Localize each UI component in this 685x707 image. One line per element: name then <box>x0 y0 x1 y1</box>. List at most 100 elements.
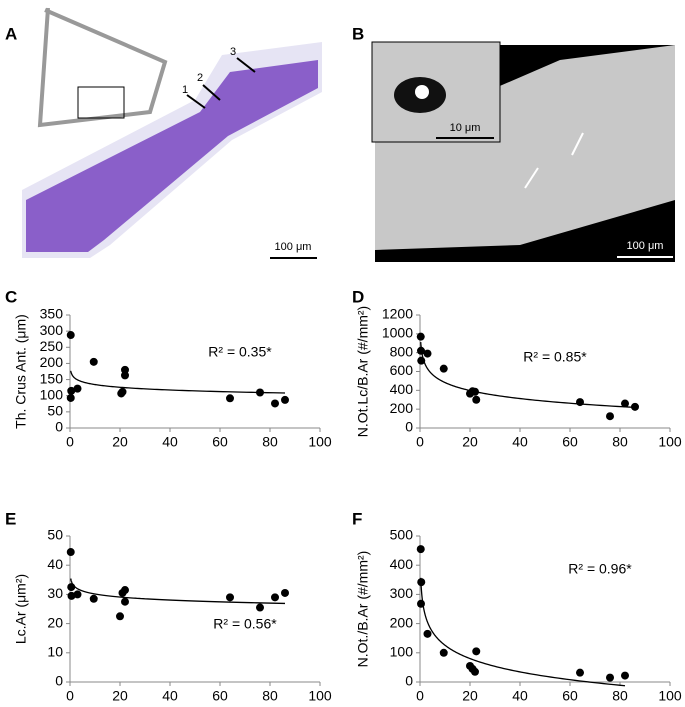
data-point <box>73 590 82 599</box>
y-axis-label: N.Ot./B.Ar (#/mm²) <box>355 551 371 668</box>
y-tick-label: 0 <box>55 419 63 435</box>
data-point <box>417 346 425 355</box>
data-point <box>281 588 289 597</box>
data-point <box>471 387 479 396</box>
arrow <box>202 84 221 101</box>
arrow <box>524 167 539 189</box>
trendline <box>70 578 286 605</box>
data-point <box>118 387 127 396</box>
arrow <box>236 57 256 73</box>
x-tick-label: 80 <box>612 434 628 450</box>
data-point <box>621 671 629 680</box>
data-point <box>576 668 584 677</box>
panel-label: C <box>5 287 17 306</box>
y-tick-label: 1000 <box>382 325 413 341</box>
x-tick-label: 80 <box>612 688 628 704</box>
x-tick-label: 60 <box>212 434 228 450</box>
data-point <box>631 402 639 411</box>
panel-label: B <box>352 24 364 43</box>
data-point <box>89 594 98 603</box>
data-point <box>226 394 234 403</box>
panel-label: A <box>5 24 17 43</box>
data-point <box>271 593 279 602</box>
y-tick-label: 300 <box>40 322 64 338</box>
y-tick-label: 300 <box>390 585 414 601</box>
y-tick-label: 200 <box>40 354 64 370</box>
scale-bar-label: 100 μm <box>627 240 664 252</box>
data-point <box>423 629 432 638</box>
x-tick-label: 60 <box>212 688 228 704</box>
osteocyte <box>415 85 429 99</box>
y-tick-label: 200 <box>390 400 414 416</box>
y-tick-label: 1200 <box>382 306 413 322</box>
y-tick-label: 100 <box>390 644 414 660</box>
x-tick-label: 100 <box>308 688 332 704</box>
scale-bar-label: 10 μm <box>450 122 481 134</box>
data-point <box>73 384 82 393</box>
data-point <box>281 395 289 404</box>
data-point <box>121 597 129 606</box>
data-point <box>66 331 75 340</box>
x-tick-label: 100 <box>658 434 682 450</box>
y-tick-label: 250 <box>40 338 64 354</box>
annotation: R² = 0.85* <box>523 349 587 365</box>
x-tick-label: 40 <box>162 434 178 450</box>
inset-box <box>77 86 125 119</box>
y-tick-label: 10 <box>47 644 63 660</box>
data-point <box>66 548 75 557</box>
data-point <box>67 386 76 395</box>
data-point <box>417 356 426 365</box>
y-tick-label: 500 <box>390 527 414 543</box>
data-point <box>606 673 614 682</box>
data-point <box>472 647 481 656</box>
panel-a-image: 1 2 3 100 μm <box>22 7 322 259</box>
y-axis-label: Lc.Ar (μm²) <box>13 574 29 644</box>
y-tick-label: 40 <box>47 556 63 572</box>
panel-label: E <box>5 509 16 528</box>
data-point <box>121 365 129 374</box>
panel-label: F <box>352 509 362 528</box>
data-point <box>417 599 425 608</box>
x-tick-label: 0 <box>66 434 74 450</box>
bone-section <box>26 60 318 252</box>
x-tick-label: 0 <box>416 688 424 704</box>
x-tick-label: 20 <box>112 688 128 704</box>
annotation: R² = 0.35* <box>208 344 272 360</box>
y-tick-label: 350 <box>40 306 64 322</box>
x-tick-label: 40 <box>512 688 528 704</box>
data-point <box>416 545 425 554</box>
data-point <box>416 332 425 341</box>
data-point <box>116 612 124 621</box>
x-tick-label: 0 <box>66 688 74 704</box>
x-tick-label: 60 <box>562 434 578 450</box>
data-point <box>471 667 479 676</box>
y-tick-label: 30 <box>47 585 63 601</box>
x-tick-label: 20 <box>112 434 128 450</box>
y-tick-label: 600 <box>390 362 414 378</box>
x-tick-label: 100 <box>308 434 332 450</box>
trendline <box>420 577 626 687</box>
data-point <box>66 393 75 402</box>
y-tick-label: 0 <box>405 419 413 435</box>
y-tick-label: 800 <box>390 343 414 359</box>
skeleton-outline <box>37 7 168 128</box>
x-tick-label: 40 <box>512 434 528 450</box>
x-tick-label: 0 <box>416 434 424 450</box>
data-point <box>89 357 98 366</box>
trendline <box>70 370 286 394</box>
panel-label: D <box>352 287 364 306</box>
y-axis-label: N.Ot.Lc/B.Ar (#/mm²) <box>355 306 371 437</box>
data-point <box>271 399 279 408</box>
data-point <box>576 398 584 407</box>
annotation: R² = 0.56* <box>213 616 277 632</box>
x-tick-label: 100 <box>658 688 682 704</box>
x-tick-label: 40 <box>162 688 178 704</box>
data-point <box>606 412 614 421</box>
y-axis-label: Th. Crus Ant. (μm) <box>13 314 29 429</box>
arrow <box>186 94 206 109</box>
y-tick-label: 50 <box>47 527 63 543</box>
data-point <box>621 399 629 408</box>
y-tick-label: 400 <box>390 556 414 572</box>
y-tick-label: 50 <box>47 403 63 419</box>
